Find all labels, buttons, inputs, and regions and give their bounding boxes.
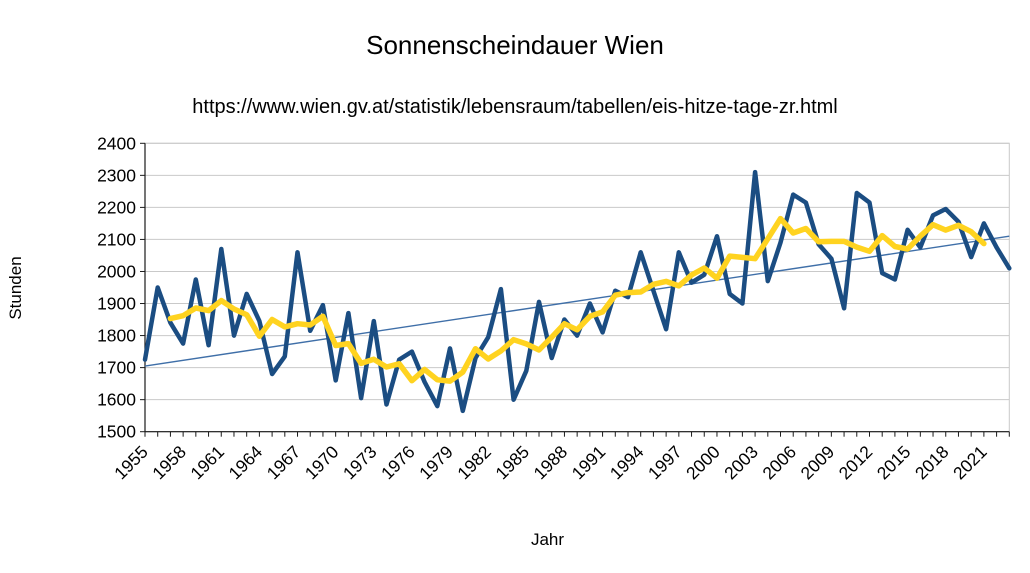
x-tick-label: 1982 xyxy=(453,442,495,484)
x-tick-label: 1964 xyxy=(225,442,267,484)
plot-border xyxy=(144,142,1010,433)
y-tick-label: 1500 xyxy=(97,422,136,442)
y-tick-label: 2200 xyxy=(97,197,136,217)
x-tick-label: 1955 xyxy=(110,442,152,484)
x-tick-label: 2015 xyxy=(873,442,915,484)
x-tick-label: 1976 xyxy=(377,442,419,484)
x-axis-title: Jahr xyxy=(530,530,565,549)
y-tick-label: 1800 xyxy=(97,326,136,346)
y-tick-label: 1600 xyxy=(97,390,136,410)
chart-subtitle-url: https://www.wien.gv.at/statistik/lebensr… xyxy=(192,96,838,118)
x-tick-label: 1985 xyxy=(491,442,533,484)
y-tick-label: 2300 xyxy=(97,165,136,185)
x-tick-label: 1994 xyxy=(606,442,648,484)
y-tick-label: 2400 xyxy=(97,133,136,153)
x-tick-label: 1958 xyxy=(148,442,190,484)
x-tick-label: 2003 xyxy=(720,442,762,484)
x-tick-label: 2021 xyxy=(949,442,991,484)
x-tick-label: 1961 xyxy=(186,442,228,484)
x-tick-label: 1979 xyxy=(415,442,457,484)
x-tick-label: 1991 xyxy=(568,442,610,484)
moving-average-line xyxy=(167,215,987,384)
x-tick-label: 2006 xyxy=(758,442,800,484)
y-tick-label: 2100 xyxy=(97,229,136,249)
chart-title: Sonnenscheindauer Wien xyxy=(366,30,664,60)
x-tick-label: 1988 xyxy=(530,442,572,484)
y-tick-label: 1900 xyxy=(97,294,136,314)
x-tick-label: 2012 xyxy=(835,442,877,484)
x-tick-label: 1970 xyxy=(301,442,343,484)
x-tick-label: 2000 xyxy=(682,442,724,484)
x-tick-label: 1967 xyxy=(263,442,305,484)
y-tick-label: 2000 xyxy=(97,261,136,281)
x-tick-label: 2018 xyxy=(911,442,953,484)
trend-line xyxy=(144,235,1010,367)
y-tick-label: 1700 xyxy=(97,358,136,378)
x-tick-label: 1973 xyxy=(339,442,381,484)
annual-series-line xyxy=(142,169,1012,414)
x-tick-label: 2009 xyxy=(797,442,839,484)
x-tick-label: 1997 xyxy=(644,442,686,484)
